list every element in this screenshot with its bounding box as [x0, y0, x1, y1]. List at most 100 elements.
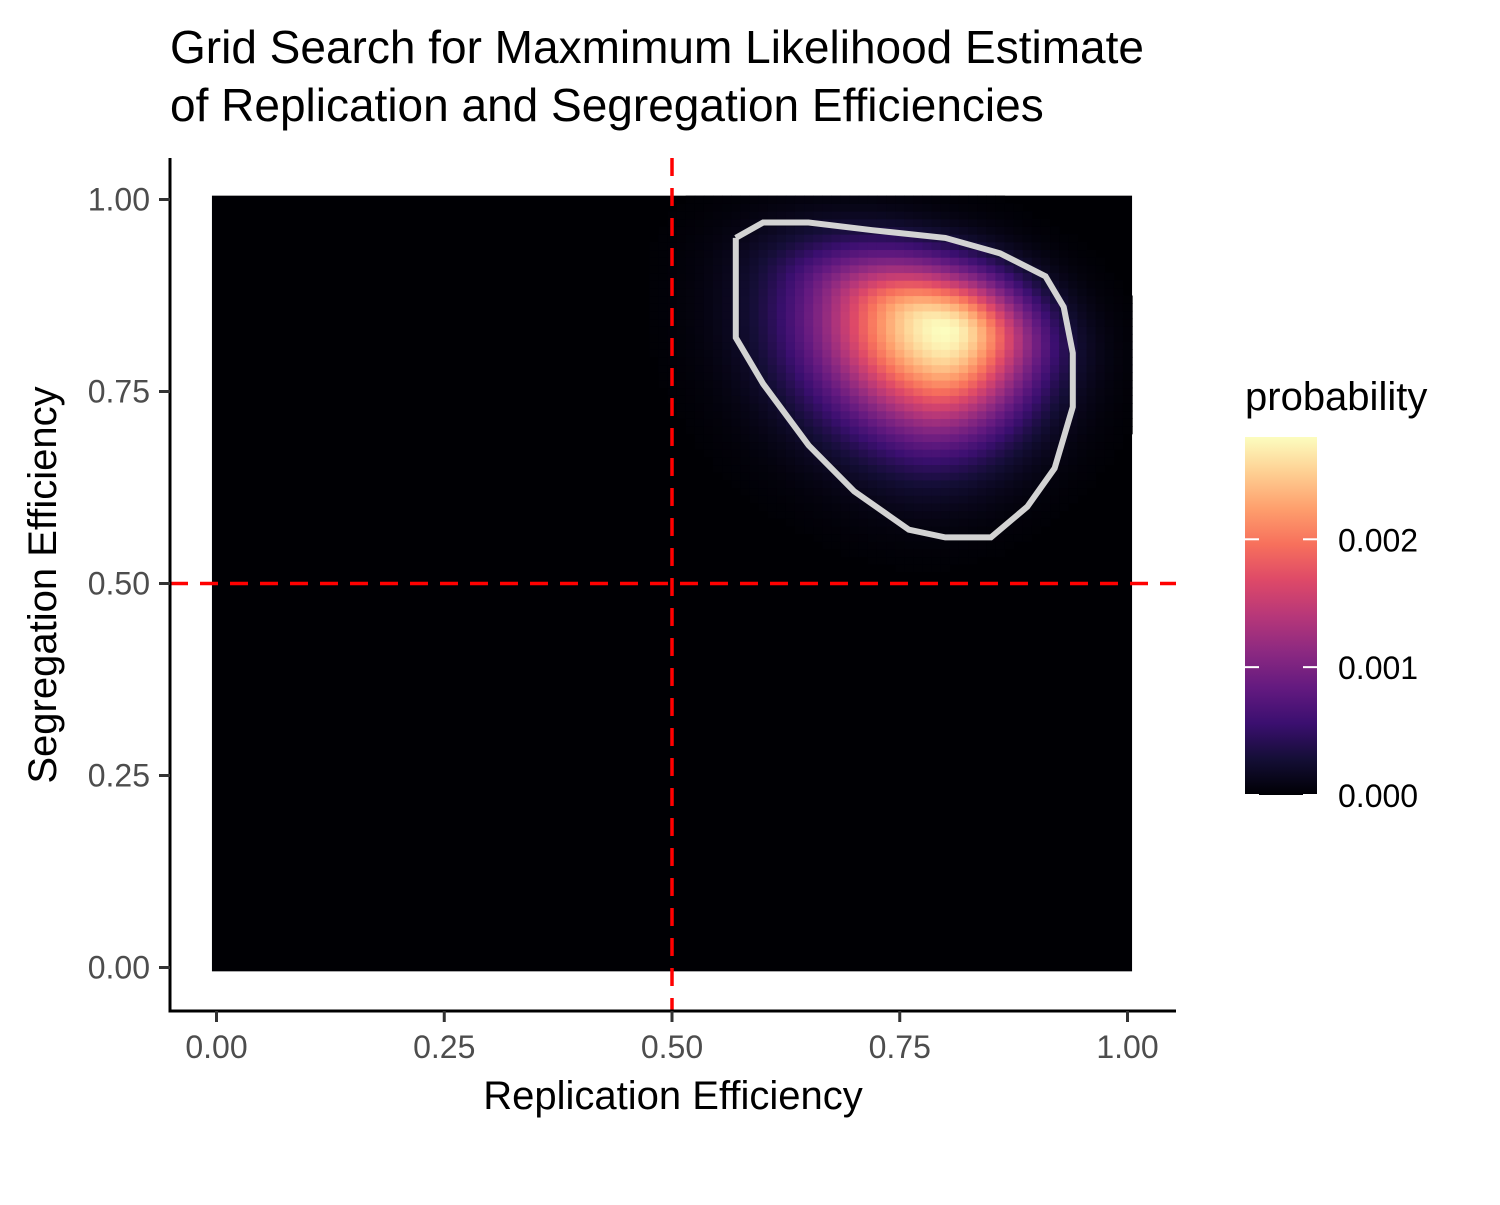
- heatmap-cell: [1013, 326, 1024, 335]
- heatmap-cell: [968, 364, 978, 373]
- heatmap-cell: [1031, 356, 1042, 366]
- heatmap-cell: [876, 295, 887, 304]
- heatmap-cell: [749, 203, 760, 212]
- heatmap-cell: [1013, 295, 1024, 304]
- heatmap-cell: [703, 395, 714, 404]
- heatmap-cell: [831, 418, 842, 427]
- heatmap-cell: [1050, 234, 1060, 243]
- heatmap-cell: [676, 257, 687, 266]
- heatmap-cell: [867, 303, 878, 312]
- heatmap-cell: [804, 403, 814, 412]
- heatmap-cell: [740, 464, 751, 473]
- heatmap-cell: [731, 395, 741, 404]
- heatmap-cell: [722, 364, 732, 373]
- heatmap-cell: [1013, 495, 1024, 504]
- heatmap-cell: [767, 495, 778, 504]
- heatmap-cell: [977, 548, 987, 558]
- heatmap-cell: [849, 525, 860, 535]
- heatmap-cell: [776, 257, 787, 266]
- heatmap-cell: [949, 379, 960, 389]
- heatmap-cell: [1077, 464, 1088, 473]
- heatmap-cell: [958, 364, 969, 373]
- heatmap-cell: [876, 241, 887, 251]
- heatmap-cell: [940, 564, 951, 573]
- heatmap-cell: [831, 410, 842, 419]
- heatmap-cell: [1095, 257, 1106, 266]
- heatmap-cell: [731, 349, 741, 358]
- heatmap-cell: [949, 548, 960, 558]
- heatmap-cell: [794, 310, 805, 320]
- heatmap-cell: [1040, 433, 1051, 443]
- heatmap-cell: [1095, 403, 1106, 412]
- heatmap-cell: [1013, 310, 1024, 320]
- heatmap-cell: [694, 395, 705, 404]
- heatmap-cell: [776, 226, 787, 235]
- heatmap-cell: [1004, 272, 1015, 281]
- heatmap-cell: [785, 241, 796, 251]
- heatmap-cell: [785, 280, 796, 289]
- heatmap-cell: [658, 264, 669, 274]
- heatmap-cell: [858, 525, 869, 535]
- heatmap-cell: [822, 533, 833, 542]
- heatmap-cell: [876, 264, 887, 274]
- heatmap-cell: [767, 410, 778, 419]
- heatmap-cell: [958, 341, 969, 350]
- heatmap-cell: [849, 456, 860, 466]
- heatmap-cell: [1004, 472, 1015, 481]
- x-axis-label: Replication Efficiency: [483, 1074, 862, 1118]
- heatmap-cell: [822, 410, 833, 419]
- heatmap-cell: [785, 410, 796, 419]
- heatmap-cell: [749, 403, 760, 412]
- heatmap-cell: [968, 372, 978, 381]
- heatmap-cell: [858, 341, 869, 350]
- heatmap-cell: [1004, 234, 1015, 243]
- heatmap-cell: [1013, 218, 1024, 227]
- heatmap-cell: [986, 441, 997, 450]
- heatmap-cell: [1013, 410, 1024, 419]
- heatmap-cell: [822, 403, 833, 412]
- heatmap-cell: [858, 441, 869, 450]
- heatmap-cell: [794, 495, 805, 504]
- heatmap-cell: [1077, 287, 1088, 297]
- heatmap-cell: [722, 264, 732, 274]
- heatmap-cell: [913, 387, 924, 396]
- heatmap-cell: [658, 257, 669, 266]
- heatmap-cell: [840, 257, 851, 266]
- heatmap-cell: [895, 349, 905, 358]
- heatmap-cell: [1040, 303, 1051, 312]
- heatmap-cell: [986, 464, 997, 473]
- heatmap-cell: [1113, 403, 1124, 412]
- heatmap-cell: [822, 372, 833, 381]
- heatmap-cell: [1004, 495, 1015, 504]
- heatmap-cell: [867, 241, 878, 251]
- heatmap-cell: [694, 379, 705, 389]
- heatmap-cell: [822, 295, 833, 304]
- heatmap-cell: [1050, 241, 1060, 251]
- heatmap-cell: [958, 318, 969, 327]
- heatmap-cell: [776, 449, 787, 458]
- heatmap-cell: [703, 379, 714, 389]
- heatmap-cell: [722, 410, 732, 419]
- heatmap-cell: [913, 510, 924, 519]
- heatmap-cell: [931, 241, 942, 251]
- heatmap-cell: [767, 203, 778, 212]
- heatmap-cell: [785, 364, 796, 373]
- heatmap-cell: [840, 525, 851, 535]
- heatmap-cell: [749, 479, 760, 489]
- heatmap-cell: [958, 456, 969, 466]
- heatmap-cell: [794, 410, 805, 419]
- heatmap-cell: [1086, 395, 1097, 404]
- heatmap-cell: [1068, 264, 1078, 274]
- heatmap-cell: [1004, 211, 1015, 220]
- heatmap-cell: [904, 218, 915, 227]
- heatmap-cell: [1031, 280, 1042, 289]
- heatmap-cell: [758, 479, 769, 489]
- heatmap-cell: [731, 372, 741, 381]
- heatmap-cell: [904, 387, 915, 396]
- heatmap-cell: [840, 533, 851, 542]
- heatmap-cell: [849, 218, 860, 227]
- heatmap-cell: [1095, 287, 1106, 297]
- heatmap-cell: [940, 264, 951, 274]
- heatmap-cell: [822, 495, 833, 504]
- heatmap-cell: [977, 541, 987, 550]
